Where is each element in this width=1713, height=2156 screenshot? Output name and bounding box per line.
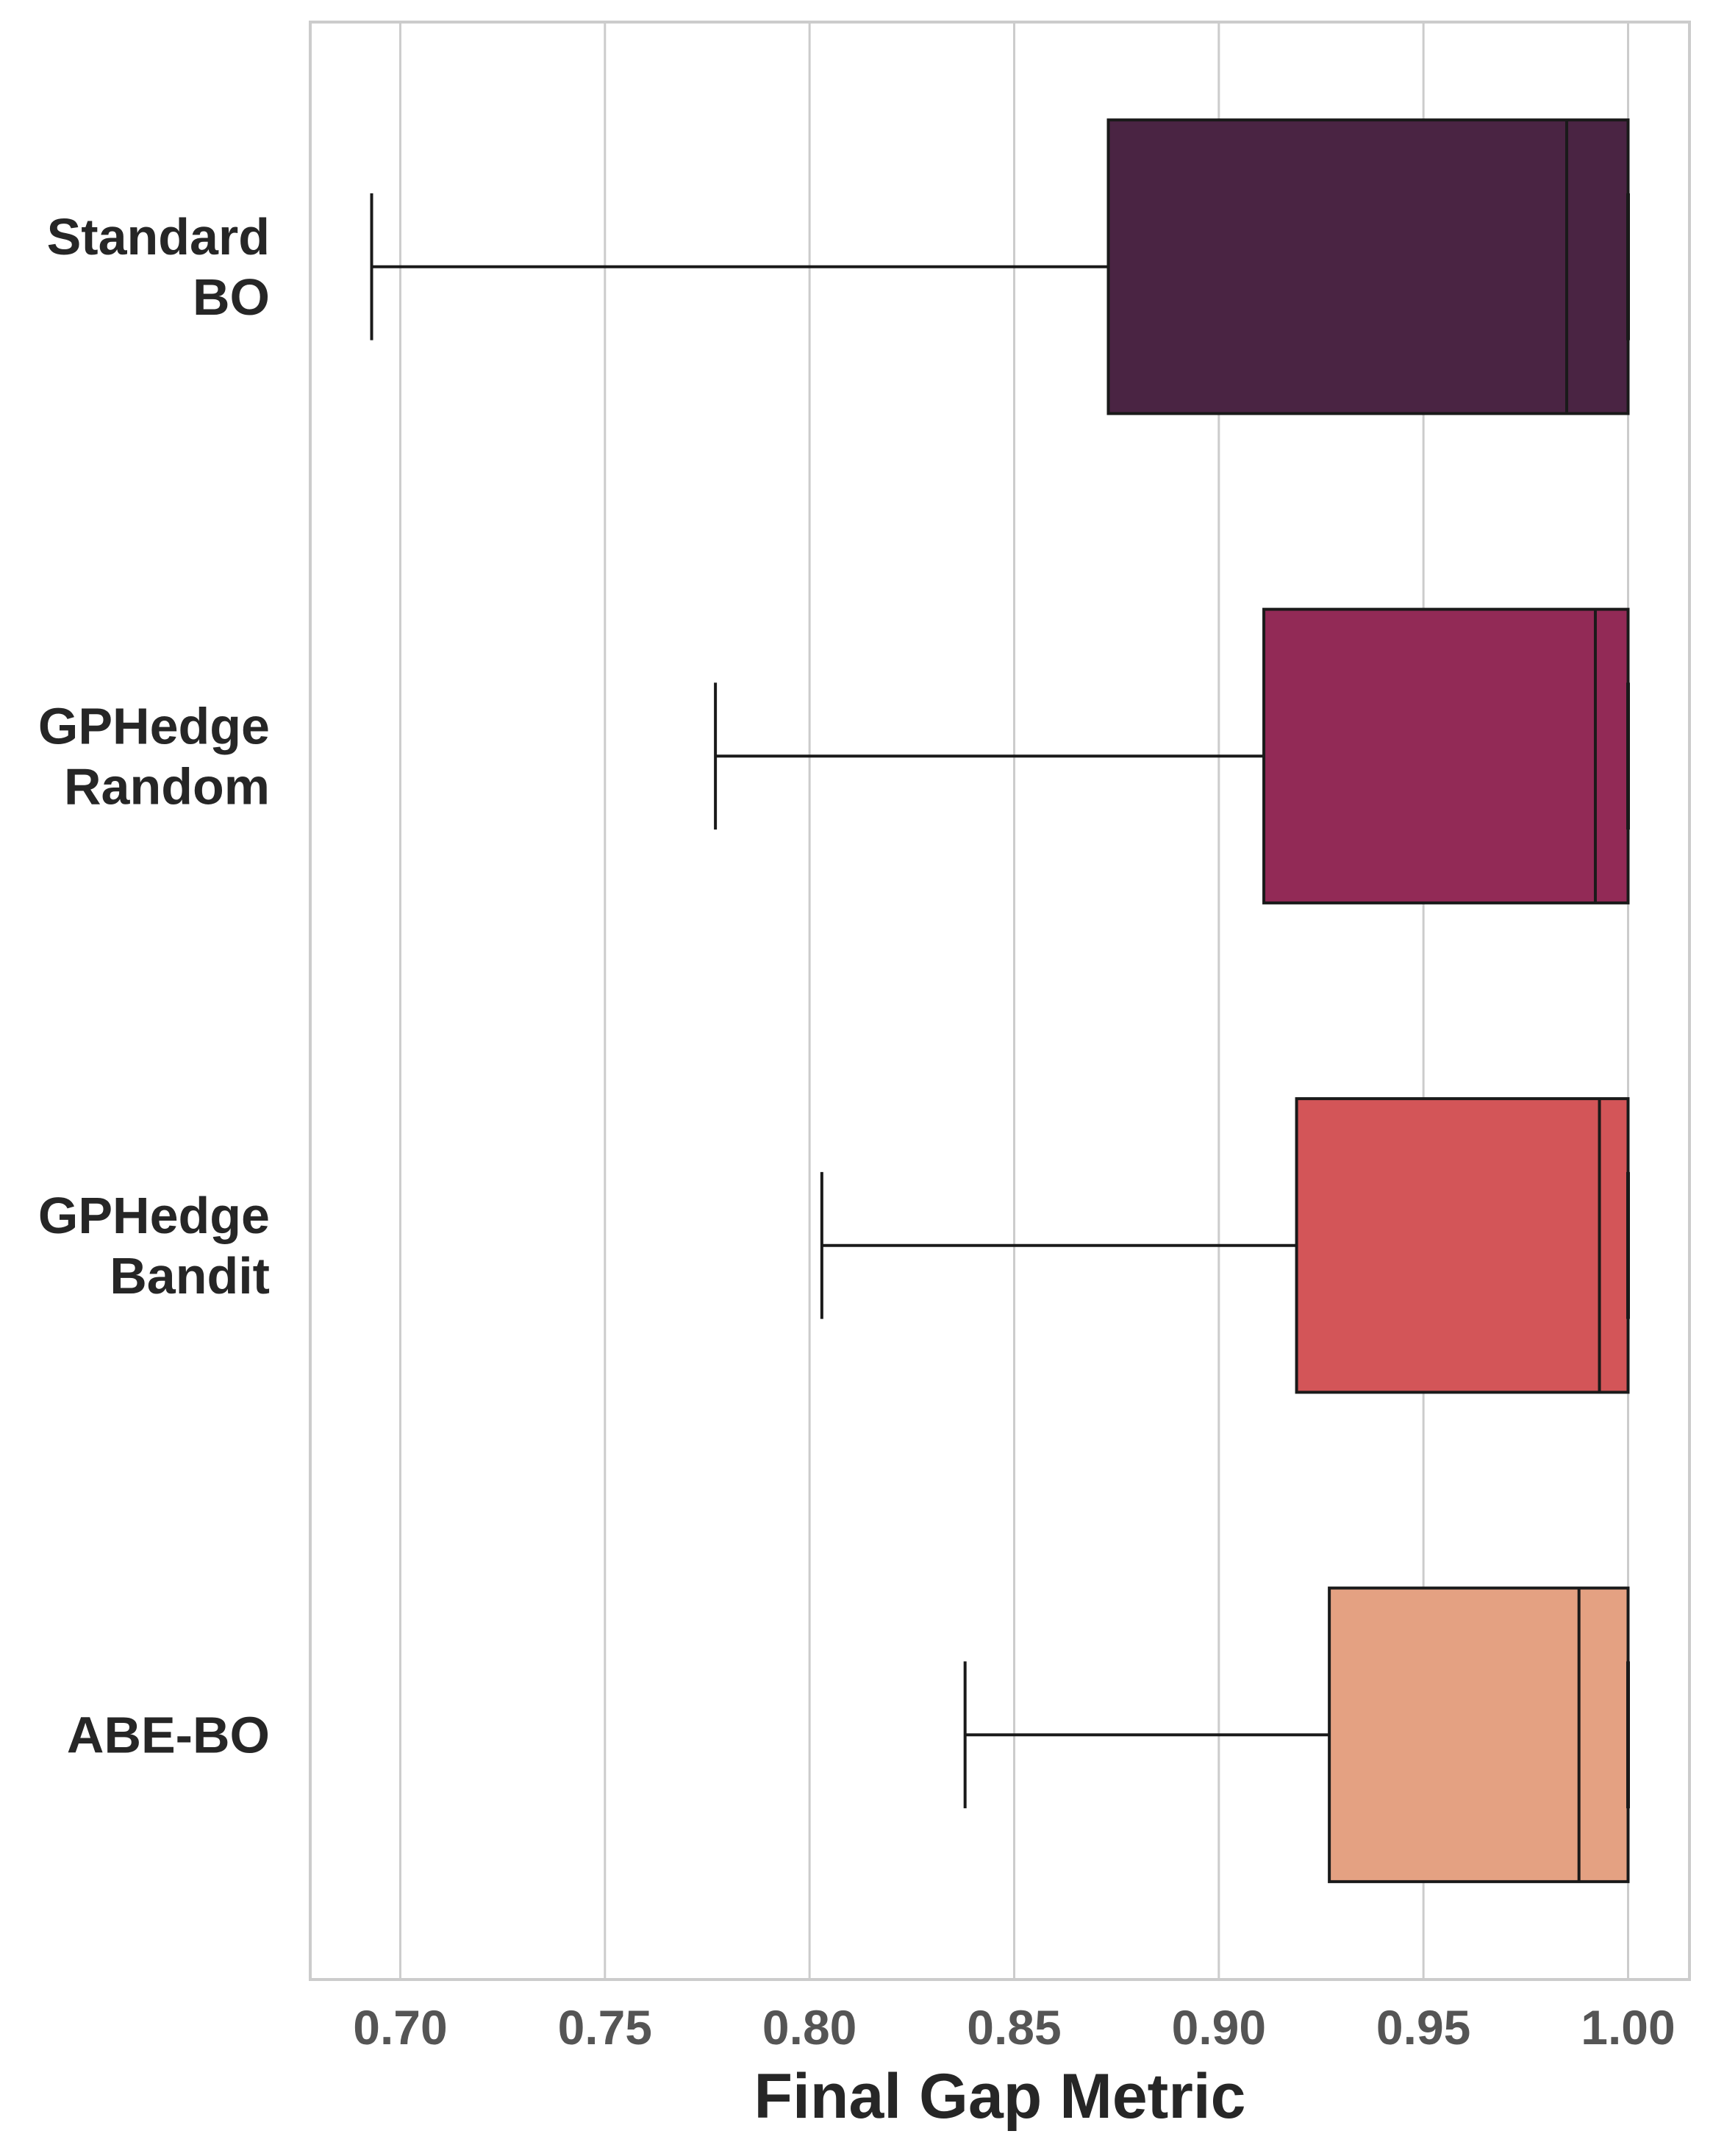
x-tick-label-0.90: 0.90 [1172, 2000, 1266, 2055]
x-tick-labels: 0.70 0.75 0.80 0.85 0.90 0.95 1.00 [353, 2000, 1675, 2055]
box-group-2 [820, 1097, 1630, 1394]
x-tick-label-0.75: 0.75 [558, 2000, 652, 2055]
box-group-1 [714, 607, 1630, 904]
x-tick-label-0.70: 0.70 [353, 2000, 447, 2055]
x-tick-label-0.85: 0.85 [967, 2000, 1061, 2055]
box-iqr [1262, 607, 1630, 904]
category-label-2: GPHedge Bandit [38, 1187, 270, 1304]
box-group-3 [963, 1586, 1630, 1883]
category-label-3: ABE-BO [67, 1706, 270, 1763]
box-iqr [1106, 118, 1630, 415]
category-label-line: BO [193, 268, 270, 326]
box-iqr [1328, 1586, 1630, 1883]
box-group-0 [370, 118, 1630, 415]
category-label-line: ABE-BO [67, 1706, 270, 1763]
x-tick-label-0.80: 0.80 [762, 2000, 856, 2055]
category-label-line: GPHedge [38, 697, 270, 754]
box-iqr [1295, 1097, 1630, 1394]
category-label-line: Standard [47, 208, 270, 265]
x-tick-label-0.95: 0.95 [1376, 2000, 1470, 2055]
plot-frame [309, 21, 1691, 1981]
category-label-0: Standard BO [47, 208, 270, 326]
category-label-line: GPHedge [38, 1187, 270, 1244]
x-tick-label-1.00: 1.00 [1581, 2000, 1675, 2055]
category-label-line: Random [64, 757, 270, 815]
x-axis-title: Final Gap Metric [754, 2061, 1245, 2132]
boxes [370, 118, 1630, 1883]
category-label-1: GPHedge Random [38, 697, 270, 815]
category-label-line: Bandit [110, 1247, 270, 1304]
